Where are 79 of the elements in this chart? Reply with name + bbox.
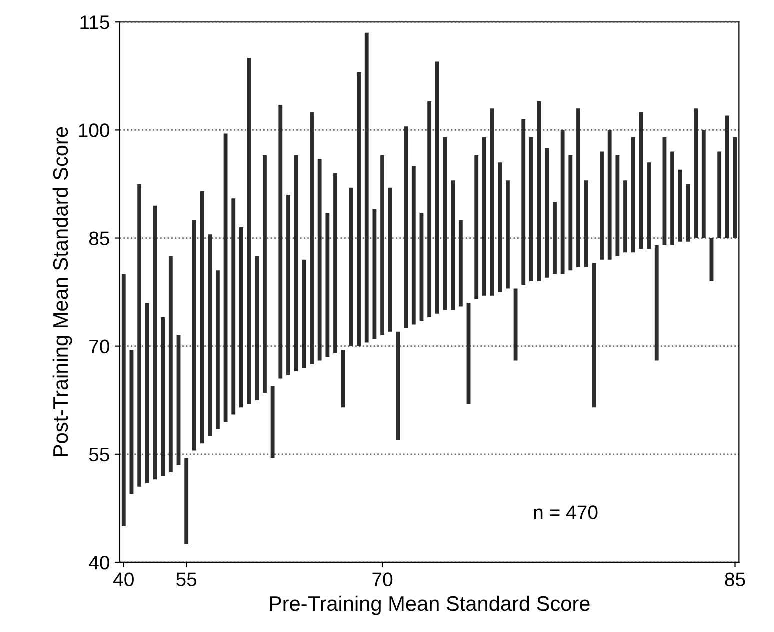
- bar: [678, 170, 682, 242]
- bar: [600, 152, 604, 260]
- bar: [255, 256, 260, 400]
- bar: [184, 458, 189, 544]
- bar: [357, 72, 361, 346]
- y-axis-title: Post-Training Mean Standard Score: [52, 127, 72, 456]
- bar: [192, 220, 196, 451]
- bar: [553, 202, 557, 274]
- bar: [286, 195, 290, 376]
- y-tick-label: 85: [89, 232, 110, 246]
- bar: [294, 155, 298, 372]
- bar: [168, 256, 173, 472]
- bar: [624, 180, 628, 253]
- bar: [654, 245, 659, 361]
- bar: [208, 234, 212, 436]
- bar: [522, 119, 526, 286]
- x-tick-label: 55: [176, 572, 197, 586]
- bar: [270, 386, 275, 458]
- annotation: n = 470: [534, 506, 598, 520]
- bar: [537, 101, 542, 282]
- bar: [318, 159, 322, 361]
- bar: [662, 137, 667, 246]
- bar: [412, 166, 416, 325]
- bar: [694, 108, 698, 238]
- bar: [161, 318, 166, 476]
- bar: [506, 180, 510, 289]
- bar: [435, 62, 440, 314]
- bar: [349, 188, 354, 346]
- bar: [530, 137, 534, 282]
- bar: [372, 209, 377, 340]
- x-tick-label: 85: [725, 572, 746, 586]
- bar: [364, 32, 369, 343]
- y-tick-label: 70: [90, 340, 110, 354]
- bar: [639, 112, 644, 250]
- bar: [592, 263, 596, 408]
- bar: [482, 137, 486, 296]
- bar: [560, 130, 565, 274]
- bar: [138, 184, 142, 487]
- bar: [145, 303, 150, 484]
- bar: [428, 101, 432, 318]
- bar: [718, 152, 722, 238]
- bar: [576, 108, 580, 268]
- bar: [216, 270, 220, 430]
- bar: [380, 155, 384, 336]
- x-tick-label: 70: [372, 572, 393, 586]
- bar: [458, 220, 463, 307]
- bar: [702, 130, 706, 238]
- bar: [263, 155, 267, 394]
- bar: [568, 155, 573, 271]
- y-tick-label: 55: [89, 448, 110, 462]
- bar: [474, 155, 479, 300]
- bar: [451, 180, 456, 310]
- bar: [616, 155, 620, 256]
- bar: [404, 126, 408, 328]
- bar: [247, 58, 252, 404]
- y-tick-label: 115: [80, 16, 110, 30]
- bar: [232, 198, 236, 415]
- bar: [302, 260, 306, 368]
- bar: [388, 188, 392, 332]
- bar: [608, 130, 612, 260]
- bar: [631, 137, 636, 253]
- bar: [278, 104, 283, 379]
- bar: [326, 213, 330, 358]
- y-tick-label: 100: [79, 124, 110, 138]
- bar: [122, 274, 126, 526]
- bar: [545, 148, 550, 278]
- bar: [310, 112, 314, 364]
- bar: [725, 116, 730, 238]
- bar: [240, 227, 244, 408]
- bar: [670, 152, 675, 246]
- x-axis-title: Pre-Training Mean Standard Score: [270, 596, 590, 616]
- x-tick-label: 40: [114, 572, 134, 586]
- bar: [584, 180, 588, 268]
- bar: [686, 184, 690, 242]
- y-tick-label: 40: [89, 556, 110, 570]
- bar: [647, 162, 651, 250]
- bar: [334, 173, 338, 354]
- bar: [341, 350, 346, 408]
- bar: [498, 162, 502, 292]
